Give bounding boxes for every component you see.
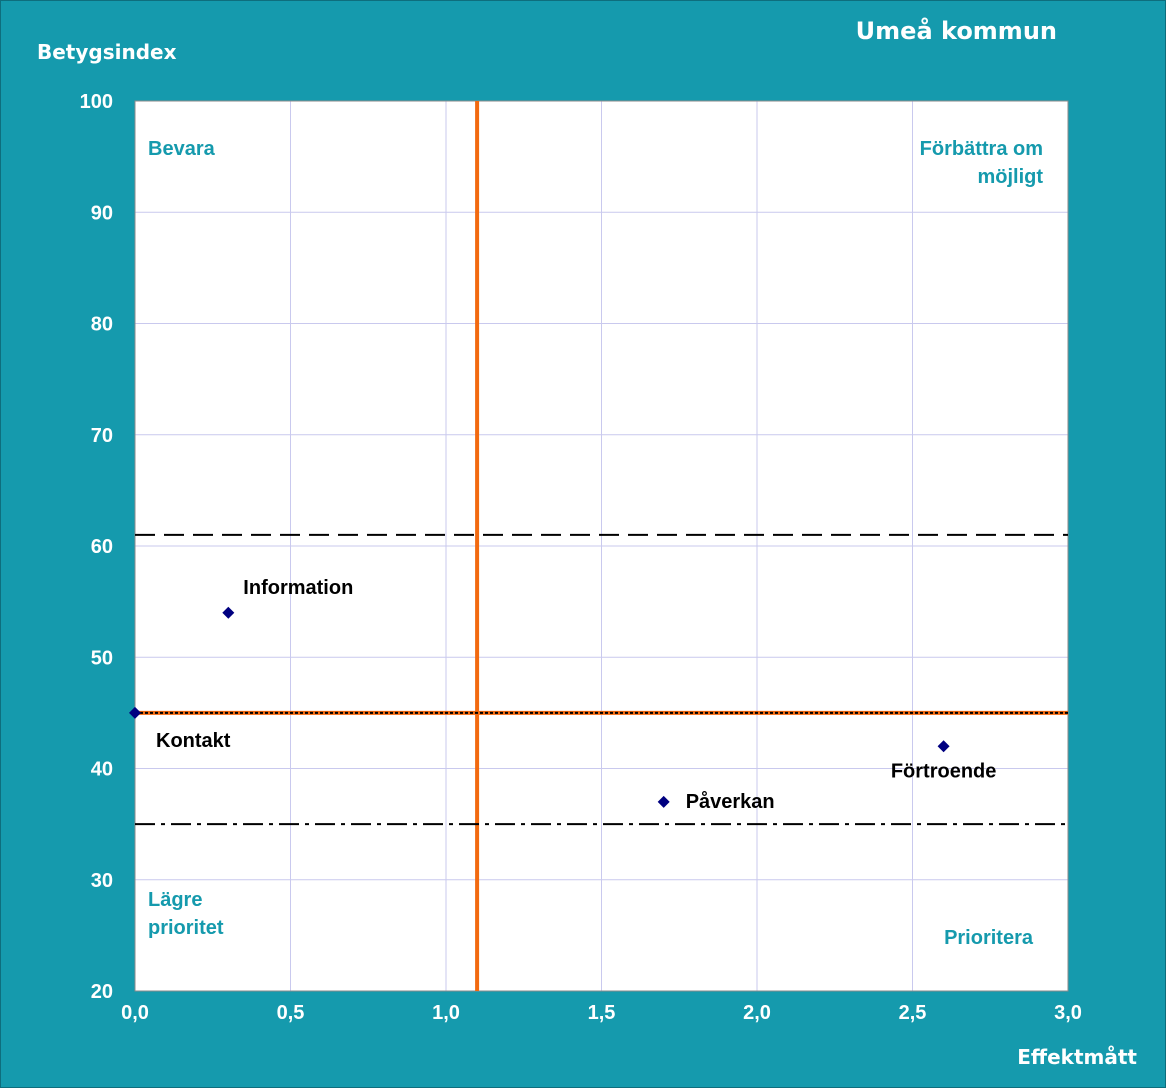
- y-tick-label: 40: [91, 759, 113, 781]
- data-point-marker: [222, 606, 235, 619]
- data-point-label: Kontakt: [156, 730, 231, 752]
- x-tick-label: 0,5: [277, 1002, 305, 1024]
- data-point-marker: [657, 795, 670, 808]
- quadrant-label-top-left: Bevara: [148, 138, 216, 160]
- data-point-marker: [937, 740, 950, 753]
- reference-lines-layer: [135, 101, 1068, 991]
- data-point-label: Förtroende: [891, 760, 997, 782]
- chart-title: Umeå kommun: [855, 17, 1057, 45]
- quadrant-labels-layer: Bevara Förbättra om möjligt Lägre prioritet P…: [148, 138, 1043, 949]
- quadrant-label-top-right: Förbättra om: [920, 138, 1043, 160]
- y-tick-label: 80: [91, 314, 113, 336]
- y-tick-label: 30: [91, 870, 113, 892]
- quadrant-label-bottom-right: Prioritera: [944, 927, 1034, 949]
- data-points-layer: Information Kontakt Påverkan Förtroende: [129, 577, 996, 813]
- y-tick-label: 60: [91, 536, 113, 558]
- quadrant-label-bottom-left: prioritet: [148, 917, 224, 939]
- y-tick-label: 50: [91, 647, 113, 669]
- quadrant-label-top-right: möjligt: [977, 166, 1043, 188]
- y-axis-label: Betygsindex: [37, 40, 177, 64]
- data-point-label: Påverkan: [686, 790, 775, 813]
- x-tick-label: 1,0: [432, 1002, 460, 1024]
- y-tick-label: 100: [80, 91, 113, 113]
- y-tick-label: 20: [91, 981, 113, 1003]
- data-point-marker: [129, 706, 141, 719]
- x-axis-label: Effektmått: [1017, 1045, 1137, 1069]
- grid-layer: [134, 100, 1069, 992]
- x-tick-label: 2,5: [899, 1002, 927, 1024]
- y-tick-label: 90: [91, 202, 113, 224]
- x-tick-label: 3,0: [1054, 1002, 1082, 1024]
- tick-labels-layer: 0,0 0,5 1,0 1,5 2,0 2,5 3,0 20 30 40 50 60 70 80 90 100: [80, 91, 1082, 1024]
- y-tick-label: 70: [91, 425, 113, 447]
- quadrant-label-bottom-left: Lägre: [148, 889, 202, 911]
- data-point-label: Information: [243, 577, 353, 599]
- x-tick-label: 1,5: [588, 1002, 616, 1024]
- x-tick-label: 0,0: [121, 1002, 149, 1024]
- x-tick-label: 2,0: [743, 1002, 771, 1024]
- plot-border: [134, 100, 1069, 992]
